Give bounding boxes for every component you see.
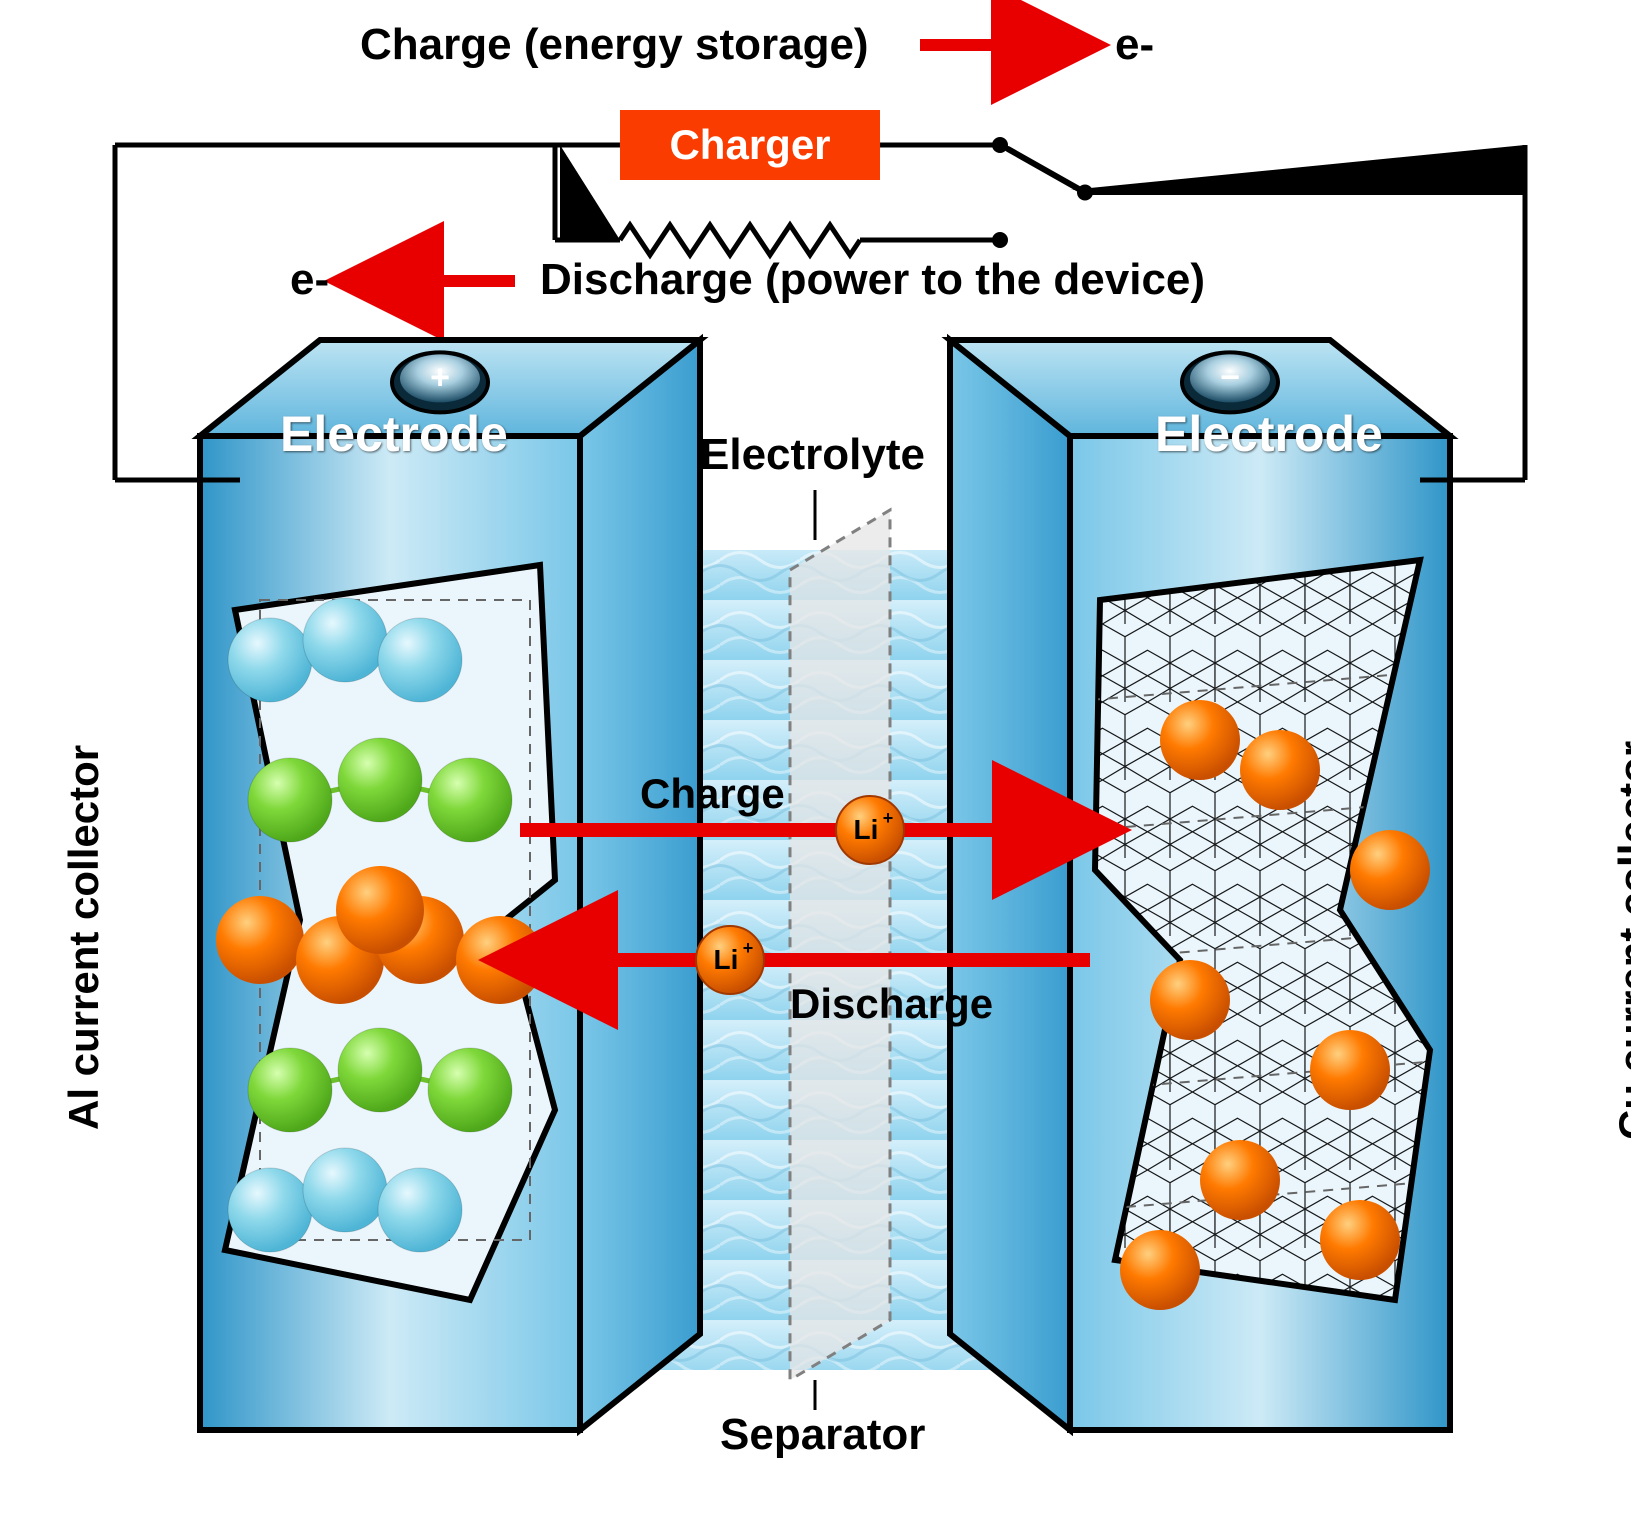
separator-label: Separator bbox=[720, 1410, 925, 1460]
ion-charge-label: Charge bbox=[640, 770, 785, 818]
svg-text:+: + bbox=[883, 808, 894, 828]
battery-diagram: + − Li+Li+ Charge (energy storage) e- Ch… bbox=[0, 0, 1631, 1531]
ion-discharge-label: Discharge bbox=[790, 980, 993, 1028]
discharge-top-label: Discharge (power to the device) bbox=[540, 255, 1205, 305]
left-electrode: + bbox=[115, 340, 700, 1430]
electron-bottom-label: e- bbox=[290, 255, 329, 305]
left-electrode-title: Electrode bbox=[280, 405, 508, 463]
svg-text:−: − bbox=[1220, 358, 1240, 396]
electrolyte-label: Electrolyte bbox=[700, 430, 925, 480]
svg-text:+: + bbox=[743, 938, 754, 958]
svg-text:+: + bbox=[430, 358, 450, 396]
electron-top-label: e- bbox=[1115, 20, 1154, 70]
diagram-svg: + − Li+Li+ bbox=[0, 0, 1631, 1531]
svg-text:Li: Li bbox=[854, 814, 879, 845]
right-electrode-title: Electrode bbox=[1155, 405, 1383, 463]
al-collector-label: Al current collector bbox=[60, 745, 108, 1130]
charge-top-label: Charge (energy storage) bbox=[360, 20, 869, 70]
svg-text:Li: Li bbox=[714, 944, 739, 975]
right-electrode: − bbox=[950, 340, 1525, 1430]
cu-collector-label: Cu current collector bbox=[1610, 741, 1631, 1140]
charger-box: Charger bbox=[620, 110, 880, 180]
